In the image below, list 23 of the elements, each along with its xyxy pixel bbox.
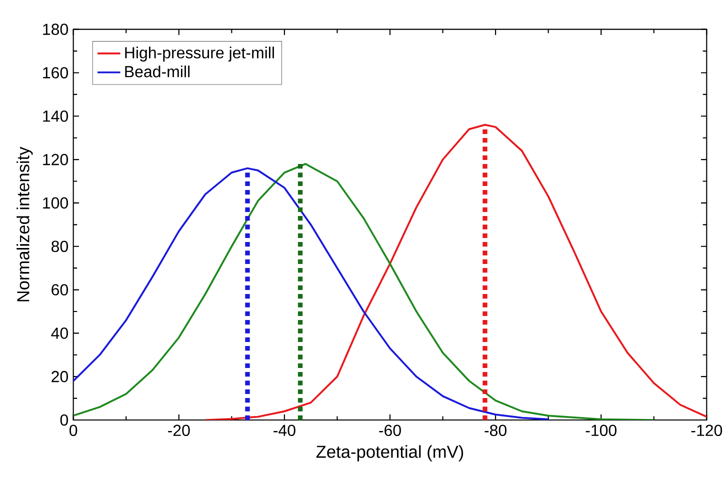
x-tick-label: -80 bbox=[484, 424, 506, 436]
x-axis-title: Zeta-potential (mV) bbox=[316, 445, 464, 462]
y-tick-label: 180 bbox=[43, 24, 68, 35]
y-axis-title: Normalized intensity bbox=[16, 146, 33, 302]
legend-label: Bead-mill bbox=[125, 66, 190, 78]
x-tick-label: -100 bbox=[586, 424, 616, 436]
x-tick-label: 0 bbox=[70, 424, 78, 436]
x-tick-label: -20 bbox=[168, 424, 190, 436]
y-tick-label: 140 bbox=[43, 110, 68, 122]
x-tick-label: -40 bbox=[274, 424, 296, 436]
y-tick-label: 100 bbox=[43, 197, 68, 209]
y-tick-label: 0 bbox=[60, 414, 68, 426]
x-tick-label: -60 bbox=[379, 424, 401, 436]
x-tick-label: -120 bbox=[691, 424, 722, 436]
legend-label: High-pressure jet-mill bbox=[125, 46, 274, 62]
line-series bbox=[73, 162, 655, 420]
y-tick-label: 40 bbox=[51, 328, 68, 339]
line-series bbox=[204, 124, 707, 420]
y-tick-label: 20 bbox=[52, 370, 68, 382]
y-tick-label: 120 bbox=[43, 154, 68, 166]
y-tick-label: 80 bbox=[52, 240, 68, 252]
y-tick-label: 160 bbox=[43, 67, 68, 78]
y-tick-label: 60 bbox=[52, 284, 68, 296]
